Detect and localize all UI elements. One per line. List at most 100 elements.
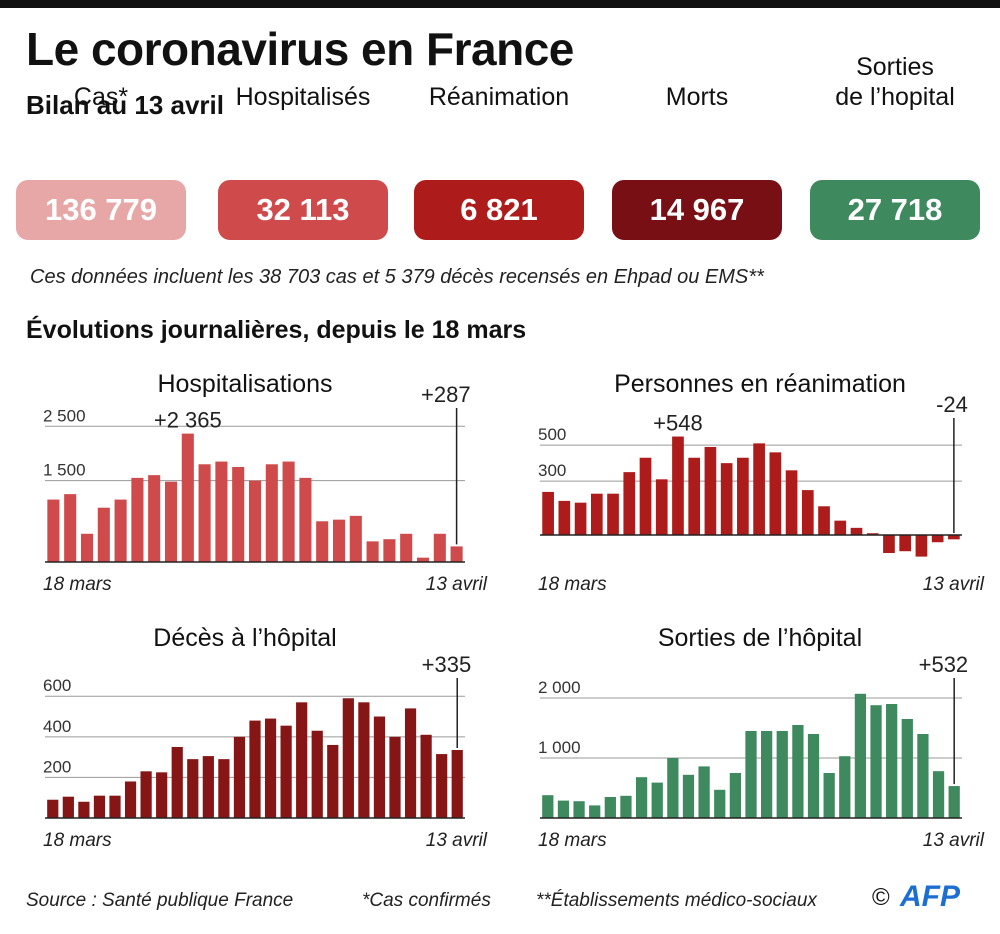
bar <box>233 736 246 818</box>
stat-value: 6 821 <box>414 180 584 240</box>
bar <box>901 719 913 818</box>
section-title: Évolutions journalières, depuis le 18 ma… <box>26 316 527 344</box>
bar <box>316 521 329 562</box>
y-tick-label: 300 <box>538 461 566 480</box>
bar <box>769 452 782 536</box>
stat-value: 136 779 <box>16 180 186 240</box>
bar <box>667 758 679 818</box>
bar <box>850 527 863 536</box>
bar <box>607 493 619 536</box>
bar <box>931 535 944 543</box>
bar <box>327 744 339 818</box>
annotation-label: +335 <box>422 652 472 677</box>
stat-value: 27 718 <box>810 180 980 240</box>
bar <box>373 716 386 818</box>
y-tick-label: 400 <box>43 717 71 736</box>
y-tick-label: 2 000 <box>538 678 581 697</box>
bar <box>311 730 323 818</box>
bar <box>265 464 278 562</box>
bar <box>451 750 463 818</box>
y-tick-label: 500 <box>538 425 566 444</box>
bar <box>682 774 695 818</box>
bar <box>672 436 684 536</box>
x-start-label: 18 mars <box>538 830 607 851</box>
bar <box>620 795 632 818</box>
bar <box>866 533 879 536</box>
y-tick-label: 600 <box>43 676 71 695</box>
bar <box>542 491 554 536</box>
bar <box>870 705 882 818</box>
bar <box>574 502 587 536</box>
bar <box>785 470 798 536</box>
bar <box>109 795 121 818</box>
bar <box>202 756 214 818</box>
footer-ems-note: **Établissements médico-sociaux <box>536 890 817 911</box>
bar <box>834 520 847 536</box>
bar <box>932 771 945 818</box>
bar <box>389 736 401 818</box>
bar <box>264 718 277 818</box>
bar <box>93 795 106 818</box>
x-start-label: 18 mars <box>43 830 112 851</box>
bar <box>420 734 432 818</box>
bar <box>792 725 804 818</box>
annotation-label: +287 <box>421 382 471 407</box>
bar <box>366 541 379 562</box>
bar <box>433 533 446 562</box>
bar <box>818 506 830 536</box>
bar <box>651 782 663 818</box>
footer-source: Source : Santé publique France <box>26 890 294 911</box>
stat-label: Sorties de l’hopital <box>835 53 955 111</box>
bar <box>948 535 960 540</box>
bar <box>280 725 292 818</box>
bar <box>218 759 230 818</box>
bar <box>589 805 601 818</box>
bar <box>948 786 960 818</box>
bar <box>737 457 749 536</box>
bar <box>342 698 354 818</box>
chart-title-hospitalisations: Hospitalisations <box>157 370 333 398</box>
bar <box>886 704 898 818</box>
bar <box>704 446 717 536</box>
bar <box>164 481 178 562</box>
bar <box>623 472 636 536</box>
bar <box>383 539 396 562</box>
bar <box>436 754 448 818</box>
bar <box>720 463 733 536</box>
bar <box>823 773 835 818</box>
bar <box>47 499 60 562</box>
bar <box>78 801 90 818</box>
bar <box>839 756 851 818</box>
bar <box>542 795 554 818</box>
annotation-label: +2 365 <box>154 408 222 433</box>
bar <box>148 475 161 562</box>
bar <box>181 433 194 562</box>
annotation-label: +548 <box>653 411 703 436</box>
stat-label: Morts <box>665 83 729 111</box>
bar <box>404 708 417 818</box>
x-end-label: 13 avril <box>923 574 985 595</box>
footer-cas-note: *Cas confirmés <box>362 890 491 911</box>
top-bar <box>0 0 1000 8</box>
bar <box>917 734 929 818</box>
x-end-label: 13 avril <box>923 830 985 851</box>
annotation-label: +532 <box>919 652 969 677</box>
bar <box>171 746 183 818</box>
bar <box>557 800 570 818</box>
bar <box>62 796 74 818</box>
bar <box>358 702 370 818</box>
chart-title-sorties: Sorties de l’hôpital <box>657 624 863 652</box>
annotation-label: -24 <box>936 392 968 417</box>
bar <box>80 533 94 562</box>
bar <box>349 515 362 562</box>
bar <box>558 500 571 536</box>
bar <box>198 464 211 562</box>
bar <box>801 490 814 536</box>
bar <box>729 773 741 818</box>
x-end-label: 13 avril <box>426 830 488 851</box>
bar <box>776 731 788 818</box>
stat-label: Cas* <box>73 83 129 111</box>
bar <box>114 499 127 562</box>
bar <box>714 789 726 818</box>
